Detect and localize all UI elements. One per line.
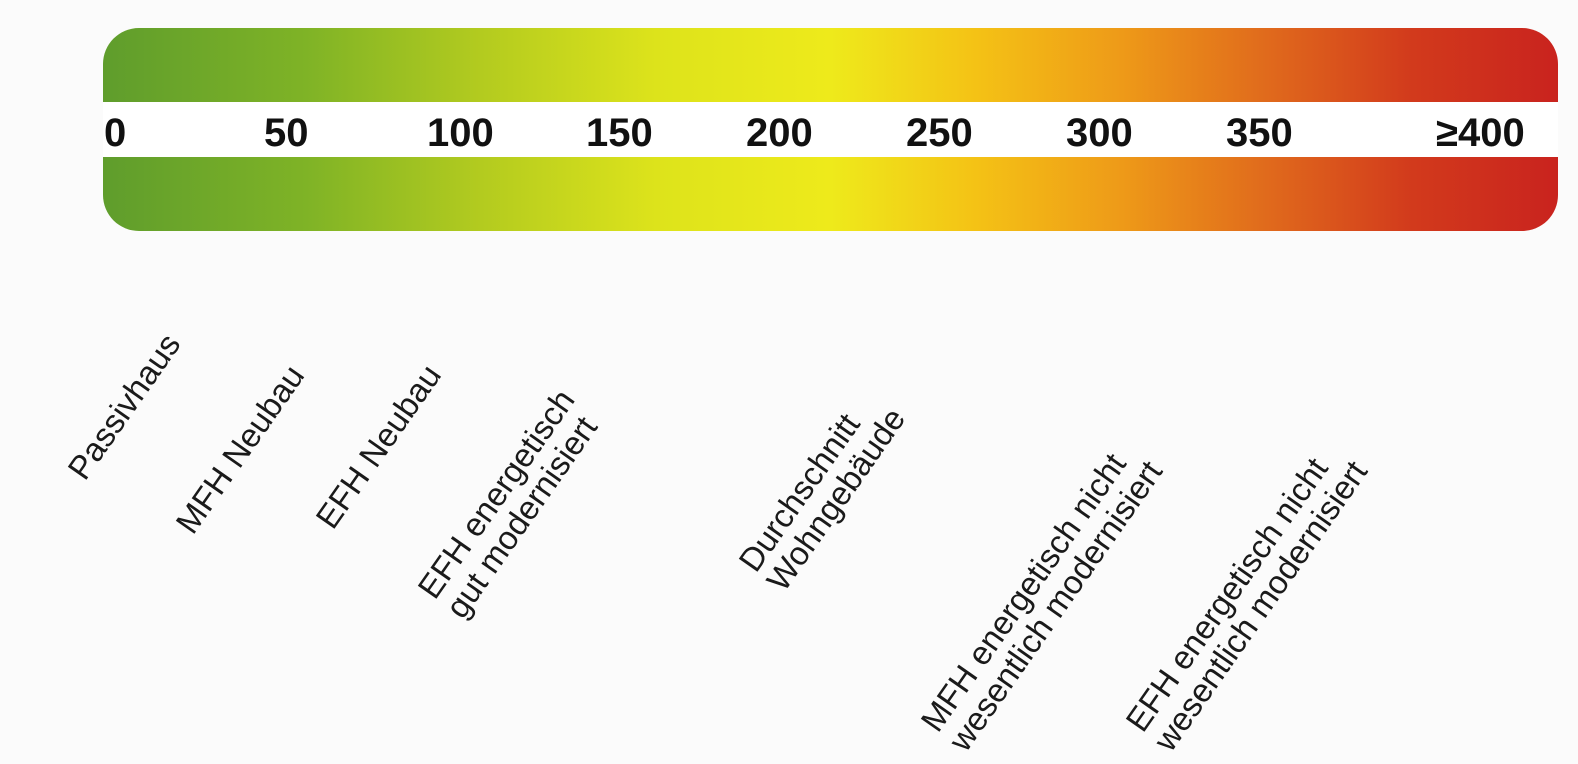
tick-label-400: ≥400 xyxy=(1436,111,1525,155)
tick-label-300: 300 xyxy=(1066,111,1133,155)
gradient-bar-bottom xyxy=(103,157,1558,231)
gradient-bar-top xyxy=(103,28,1558,102)
tick-label-0: 0 xyxy=(104,111,127,155)
tick-label-350: 350 xyxy=(1226,111,1293,155)
category-label-durchschnitt-wohngebaeude: Durchschnitt Wohngebäude xyxy=(731,400,913,598)
category-label-passivhaus: Passivhaus xyxy=(60,326,188,487)
category-label-efh-neubau: EFH Neubau xyxy=(308,357,449,536)
tick-label-200: 200 xyxy=(746,111,813,155)
category-label-efh-gut-modernisiert: EFH energetisch gut modernisiert xyxy=(410,382,605,625)
tick-label-100: 100 xyxy=(427,111,494,155)
category-label-mfh-neubau: MFH Neubau xyxy=(168,358,312,541)
tick-band xyxy=(103,102,1558,157)
tick-label-50: 50 xyxy=(264,111,309,155)
tick-label-150: 150 xyxy=(586,111,653,155)
tick-label-250: 250 xyxy=(906,111,973,155)
